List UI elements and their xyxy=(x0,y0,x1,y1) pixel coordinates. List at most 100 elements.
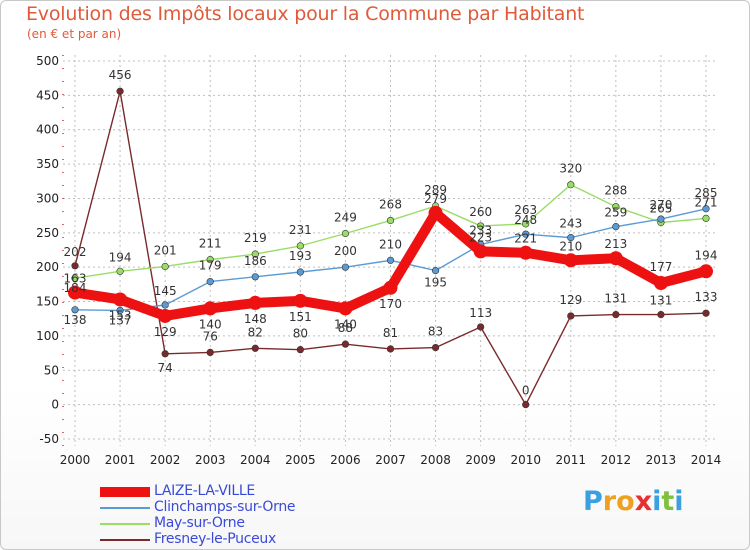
data-point-clinchamps-sur-orne xyxy=(71,306,79,314)
data-point-laize-la-ville xyxy=(293,293,308,308)
data-label: 223 xyxy=(469,230,492,244)
legend-item-clinchamps-sur-orne[interactable]: Clinchamps-sur-Orne xyxy=(100,499,360,516)
legend-label-laize-la-ville: LAIZE-LA-VILLE xyxy=(154,483,255,499)
legend-swatch-may-sur-orne xyxy=(100,523,150,525)
data-label: 456 xyxy=(109,68,132,82)
data-point-fresney-le-puceux xyxy=(702,309,710,317)
legend: LAIZE-LA-VILLE Clinchamps-sur-Orne May-s… xyxy=(100,483,360,548)
data-point-laize-la-ville xyxy=(203,301,218,316)
data-label: 193 xyxy=(289,249,312,263)
data-label: 231 xyxy=(289,223,312,237)
series-layer xyxy=(68,87,713,409)
data-point-clinchamps-sur-orne xyxy=(251,273,259,281)
data-label: 129 xyxy=(154,325,177,339)
data-point-fresney-le-puceux xyxy=(71,262,79,270)
y-tick-label: -50 xyxy=(39,432,59,446)
chart-subtitle: (en € et par an) xyxy=(27,27,122,41)
data-label: 179 xyxy=(199,259,222,273)
y-tick-label: 350 xyxy=(36,157,59,171)
logo-letter: o xyxy=(616,486,635,517)
data-label: 320 xyxy=(559,162,582,176)
legend-item-may-sur-orne[interactable]: May-sur-Orne xyxy=(100,515,360,532)
data-label: 201 xyxy=(154,243,177,257)
data-point-may-sur-orne xyxy=(386,216,395,225)
data-label: 0 xyxy=(522,384,530,398)
data-point-fresney-le-puceux xyxy=(251,344,259,352)
data-label: 243 xyxy=(559,217,582,231)
data-point-may-sur-orne xyxy=(206,256,214,264)
data-label: 145 xyxy=(154,284,177,298)
data-label: 210 xyxy=(379,237,402,251)
data-point-fresney-le-puceux xyxy=(116,87,124,95)
data-point-fresney-le-puceux xyxy=(206,348,214,357)
data-label: 113 xyxy=(469,306,492,320)
data-point-clinchamps-sur-orne xyxy=(386,256,395,264)
data-label: 133 xyxy=(695,290,718,304)
data-point-may-sur-orne xyxy=(161,262,169,271)
data-point-clinchamps-sur-orne xyxy=(522,230,530,238)
legend-item-fresney-le-puceux[interactable]: Fresney-le-Puceux xyxy=(100,531,360,548)
data-label: 288 xyxy=(604,184,627,198)
x-tick-label: 2002 xyxy=(150,453,181,467)
x-tick-label: 2006 xyxy=(330,453,361,467)
data-point-clinchamps-sur-orne xyxy=(657,215,665,223)
data-point-fresney-le-puceux xyxy=(341,340,350,348)
data-label: 211 xyxy=(199,237,222,251)
data-label: 271 xyxy=(695,195,718,209)
data-label: 137 xyxy=(109,313,132,327)
data-label: 219 xyxy=(244,231,267,245)
x-tick-label: 2011 xyxy=(556,453,587,467)
x-tick-label: 2013 xyxy=(646,453,677,467)
data-point-laize-la-ville xyxy=(248,295,263,310)
logo-letter: t xyxy=(661,486,675,517)
logo-letter: i xyxy=(652,486,662,517)
x-tick-label: 2005 xyxy=(285,453,316,467)
data-point-laize-la-ville xyxy=(158,308,173,323)
data-point-fresney-le-puceux xyxy=(386,345,395,353)
chart-title: Evolution des Impôts locaux pour la Comm… xyxy=(26,3,585,25)
data-label: 184 xyxy=(64,281,87,295)
data-label: 285 xyxy=(695,186,718,200)
data-label: 170 xyxy=(379,297,402,311)
y-tick-label: 100 xyxy=(36,329,59,343)
data-label: 194 xyxy=(695,248,718,262)
data-point-may-sur-orne xyxy=(116,267,124,275)
y-tick-label: 250 xyxy=(36,226,59,240)
data-label: 260 xyxy=(469,205,492,219)
data-point-may-sur-orne xyxy=(702,214,710,222)
data-point-may-sur-orne xyxy=(477,222,485,230)
x-tick-label: 2003 xyxy=(195,453,226,467)
data-label: 131 xyxy=(649,294,672,308)
x-tick-label: 2004 xyxy=(240,453,271,467)
grid-layer xyxy=(63,55,718,446)
data-point-fresney-le-puceux xyxy=(657,311,665,319)
x-tick-label: 2009 xyxy=(465,453,496,467)
data-label: 151 xyxy=(289,310,312,324)
data-label: 138 xyxy=(64,313,87,327)
data-label: 153 xyxy=(109,308,132,322)
data-point-laize-la-ville xyxy=(699,264,713,279)
legend-swatch-laize-la-ville xyxy=(100,487,150,497)
data-point-laize-la-ville xyxy=(473,244,488,259)
data-label: 221 xyxy=(514,232,537,246)
data-point-laize-la-ville xyxy=(428,205,443,220)
data-point-clinchamps-sur-orne xyxy=(161,301,169,309)
data-point-fresney-le-puceux xyxy=(431,343,440,352)
data-point-clinchamps-sur-orne xyxy=(431,267,440,275)
data-point-laize-la-ville xyxy=(653,275,668,290)
data-label: 131 xyxy=(604,292,627,306)
x-tick-label: 2010 xyxy=(510,453,541,467)
legend-item-laize-la-ville[interactable]: LAIZE-LA-VILLE xyxy=(100,483,360,500)
y-tick-label: 450 xyxy=(36,88,59,102)
y-tick-label: 500 xyxy=(36,54,59,68)
data-label: 268 xyxy=(379,197,402,211)
data-point-laize-la-ville xyxy=(608,251,623,266)
data-point-may-sur-orne xyxy=(341,229,350,238)
data-label: 177 xyxy=(649,260,672,274)
data-point-clinchamps-sur-orne xyxy=(567,234,575,242)
data-point-may-sur-orne xyxy=(296,242,304,250)
data-label: 213 xyxy=(604,237,627,251)
data-label: 195 xyxy=(424,276,447,290)
